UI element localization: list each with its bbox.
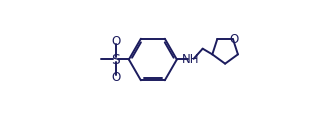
Text: O: O: [229, 33, 239, 46]
Text: O: O: [111, 35, 120, 48]
Text: O: O: [111, 71, 120, 84]
Text: S: S: [111, 52, 120, 67]
Text: NH: NH: [182, 53, 200, 66]
